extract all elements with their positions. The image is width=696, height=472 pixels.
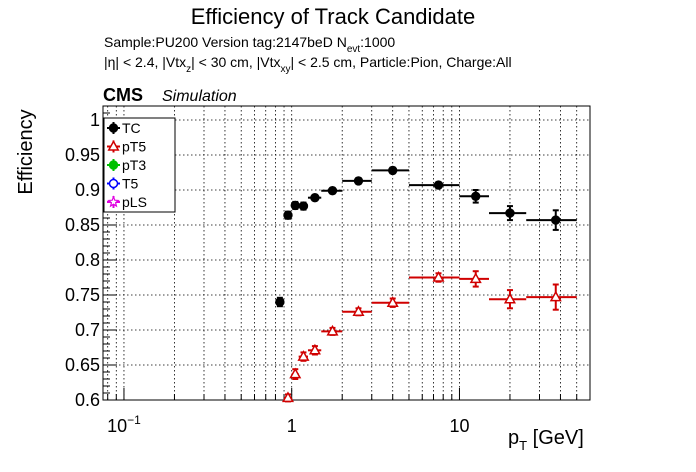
subtitle-line-2: |η| < 2.4, |Vtxz| < 30 cm, |Vtxxy| < 2.5… <box>104 54 512 75</box>
x-tick-label: 1 <box>287 416 297 436</box>
subtitle-line-1-main: Sample:PU200 Version tag:2147beD N <box>104 34 347 50</box>
y-tick-label: 0.6 <box>75 390 100 410</box>
legend-label-t5: T5 <box>122 176 139 192</box>
data-point <box>353 176 364 186</box>
x-axis-label-tail: [GeV] <box>527 427 584 449</box>
series-pt5 <box>281 270 577 403</box>
subtitle-line-2-segment: | < 30 cm, |Vtx <box>191 54 280 70</box>
data-point <box>549 290 562 302</box>
x-tick-label: 10 <box>449 416 469 436</box>
legend: TC pT5 pT3 T5 pLS <box>103 117 176 213</box>
data-point <box>326 324 339 336</box>
data-point <box>433 180 444 190</box>
subtitle-line-2-segment: z <box>186 64 191 75</box>
y-axis-label: Efficiency <box>15 109 37 194</box>
data-point <box>289 367 302 379</box>
data-point <box>505 208 515 218</box>
series-tc <box>275 165 577 308</box>
legend-marker <box>108 123 119 133</box>
data-point <box>275 297 285 307</box>
data-point <box>327 186 338 196</box>
y-tick-label: 0.85 <box>65 215 100 235</box>
x-tick-labels: 10−1 1 10 <box>107 413 469 436</box>
legend-marker <box>107 195 120 208</box>
legend-label-pt5: pT5 <box>122 139 146 155</box>
y-tick-label: 0.8 <box>75 250 100 270</box>
x-tick-label-base: 1 <box>287 416 297 436</box>
y-tick-label: 1 <box>90 110 100 130</box>
y-tick-label: 0.65 <box>65 355 100 375</box>
data-series <box>275 165 577 403</box>
x-tick-label-exponent: −1 <box>127 413 141 427</box>
data-point <box>503 292 516 304</box>
data-point <box>469 272 482 284</box>
data-point <box>290 200 300 211</box>
data-point <box>352 305 365 317</box>
subtitle-line-1-tail: :1000 <box>360 34 395 50</box>
cms-label: CMS <box>103 85 143 105</box>
legend-label-tc: TC <box>122 120 141 136</box>
subtitle-line-2-segment: | < 2.5 cm, Particle:Pion, Charge:All <box>290 54 511 70</box>
subtitle-line-2-segment: xy <box>280 64 290 75</box>
data-point <box>388 165 398 176</box>
legend-marker <box>108 178 119 189</box>
y-tick-labels: 0.6 0.65 0.7 0.75 0.8 0.85 0.9 0.95 1 <box>65 110 100 410</box>
data-point <box>551 215 561 225</box>
y-tick-label: 0.95 <box>65 145 100 165</box>
x-axis-label-sub: T <box>519 438 527 453</box>
data-point <box>310 193 320 203</box>
data-point <box>297 350 310 361</box>
chart-title: Efficiency of Track Candidate <box>191 4 476 29</box>
x-tick-label-base: 10 <box>449 416 469 436</box>
legend-label-pls: pLS <box>122 194 147 210</box>
subtitle-line-1: Sample:PU200 Version tag:2147beD Nevt:10… <box>104 34 395 55</box>
data-point <box>432 270 445 282</box>
y-tick-label: 0.7 <box>75 320 100 340</box>
x-axis-label-main: p <box>508 427 519 449</box>
subtitle-line-1-sub: evt <box>347 44 361 55</box>
cms-sublabel: Simulation <box>162 88 237 105</box>
y-tick-label: 0.75 <box>65 285 100 305</box>
legend-marker <box>107 139 120 151</box>
legend-marker <box>108 160 119 170</box>
x-tick-label: 10−1 <box>107 413 141 436</box>
data-point <box>298 201 309 211</box>
x-tick-label-base: 10 <box>107 416 127 436</box>
data-point <box>308 343 321 355</box>
x-axis-label: pT [GeV] <box>508 427 584 453</box>
legend-label-pt3: pT3 <box>122 157 146 173</box>
data-point <box>283 210 293 220</box>
data-point <box>471 191 481 202</box>
subtitle-line-2-segment: |η| < 2.4, |Vtx <box>104 54 186 70</box>
data-point <box>386 296 399 307</box>
grid-lines <box>103 106 591 401</box>
y-tick-label: 0.9 <box>75 180 100 200</box>
data-point <box>281 391 295 403</box>
